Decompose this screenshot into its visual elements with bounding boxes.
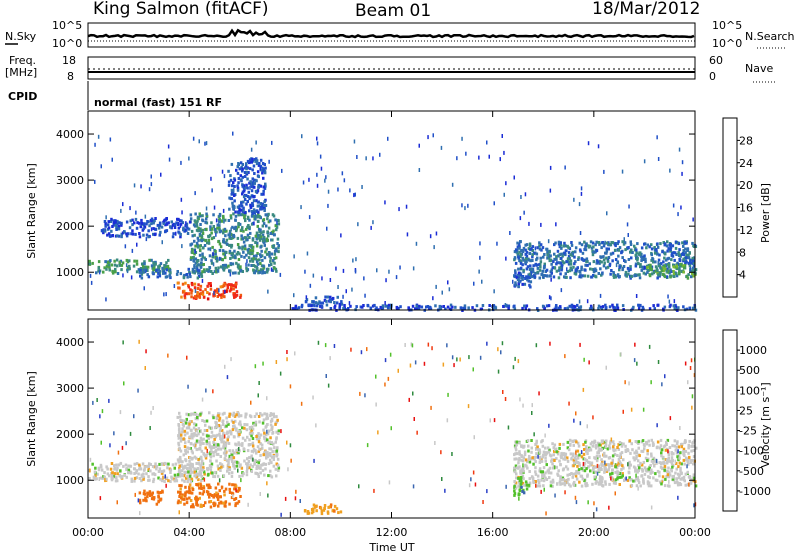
- power-colorbar-tick-label-5: 8: [739, 246, 746, 259]
- velocity-colorbar-tick-label-4: -25: [739, 425, 757, 438]
- cpid-panel: CPID normal (fast) 151 RF: [8, 81, 222, 110]
- cpid-label: CPID: [8, 90, 37, 103]
- x-tick-label-6: 00:00: [679, 526, 711, 539]
- x-tick-label-3: 12:00: [376, 526, 408, 539]
- noise-left-label: N.Sky: [5, 30, 37, 43]
- noise-right-tick-top: 10^5: [712, 19, 742, 32]
- x-tick-label-1: 04:00: [173, 526, 205, 539]
- freq-left-tick-bottom: 8: [67, 70, 74, 83]
- freq-right-tick-bottom: 0: [709, 70, 716, 83]
- noise-left-tick-top: 10^5: [52, 19, 82, 32]
- x-tick-label-5: 20:00: [578, 526, 610, 539]
- power-colorbar-tick-label-0: 28: [739, 134, 753, 147]
- power-panel: 1000 2000 3000 4000: [56, 110, 698, 312]
- velocity-colorbar: 1000 500 100 25 -25 -100 -500 -1000: [722, 329, 771, 512]
- noise-right-label: N.Search: [745, 30, 795, 43]
- beam-title: Beam 01: [355, 1, 431, 21]
- power-y-tick-label-1: 2000: [56, 220, 84, 233]
- velocity-colorbar-label: Velocity [m s⁻¹]: [759, 382, 772, 467]
- x-tick-label-0: 00:00: [72, 526, 104, 539]
- velocity-echo-region-2: [138, 489, 164, 506]
- x-tick-label-2: 08:00: [274, 526, 306, 539]
- velocity-colorbar-tick-label-1: 500: [739, 364, 760, 377]
- velocity-echo-region-1: [176, 411, 281, 479]
- velocity-colorbar-tick-label-6: -500: [739, 465, 764, 478]
- freq-left-tick-top: 18: [62, 54, 76, 67]
- power-y-axis-label: Slant Range [km]: [25, 163, 38, 259]
- velocity-scatter: [89, 339, 697, 517]
- power-echo-region-10: [645, 263, 697, 280]
- date-title: 18/Mar/2012: [592, 0, 700, 19]
- velocity-colorbar-tick-label-7: -1000: [739, 485, 771, 498]
- vel-y-tick-label-2: 3000: [56, 382, 84, 395]
- noise-panel: N.Sky 10^5 10^0 10^5 10^0 N.Search: [5, 19, 795, 50]
- power-colorbar-tick-label-1: 24: [739, 157, 753, 170]
- noise-left-tick-bottom: 10^0: [52, 37, 82, 50]
- velocity-echo-region-6: [513, 475, 531, 497]
- cpid-value: normal (fast) 151 RF: [94, 96, 222, 109]
- velocity-panel: 1000 2000 3000 4000: [56, 318, 698, 519]
- vel-y-tick-label-3: 4000: [56, 336, 84, 349]
- power-echo-region-1: [139, 267, 204, 280]
- power-colorbar-tick-label-3: 16: [739, 202, 753, 215]
- freq-panel: Freq. [MHz] 18 8 60 0 Nave: [5, 54, 776, 83]
- x-axis-label: Time UT: [368, 541, 414, 554]
- velocity-data: [88, 339, 698, 517]
- power-echo-region-9: [513, 267, 533, 289]
- power-echo-region-0: [88, 258, 172, 276]
- noise-right-tick-bottom: 10^0: [712, 37, 742, 50]
- velocity-colorbar-tick-label-3: 25: [739, 404, 753, 417]
- velocity-echo-region-3: [176, 482, 242, 509]
- power-colorbar: 28 24 20 16 12 8 4: [722, 117, 753, 298]
- freq-left-label: Freq.: [9, 54, 36, 67]
- vel-y-tick-label-0: 1000: [56, 474, 84, 487]
- freq-right-tick-top: 60: [709, 54, 723, 67]
- power-scatter: [89, 131, 694, 307]
- power-y-tick-label-0: 1000: [56, 266, 84, 279]
- power-colorbar-tick-label-2: 20: [739, 179, 753, 192]
- noise-line: [87, 28, 695, 39]
- velocity-colorbar-tick-label-0: 1000: [739, 344, 767, 357]
- station-title: King Salmon (fitACF): [93, 0, 269, 19]
- power-y-tick-label-3: 4000: [56, 128, 84, 141]
- freq-left-unit: [MHz]: [5, 66, 37, 79]
- velocity-colorbar-tick-label-5: -100: [739, 445, 764, 458]
- x-axis: 00:00 04:00 08:00 12:00 16:00 20:00 00:00: [72, 111, 711, 539]
- power-echo-region-3: [189, 212, 281, 275]
- power-colorbar-tick-label-6: 4: [739, 269, 746, 282]
- velocity-y-axis-label: Slant Range [km]: [25, 371, 38, 467]
- power-y-tick-label-2: 3000: [56, 174, 84, 187]
- x-tick-label-4: 16:00: [477, 526, 509, 539]
- vel-y-tick-label-1: 2000: [56, 428, 84, 441]
- velocity-colorbar-tick-label-2: 100: [739, 384, 760, 397]
- power-colorbar-tick-label-4: 12: [739, 224, 753, 237]
- power-colorbar-label: Power [dB]: [759, 183, 772, 243]
- freq-right-label: Nave: [745, 62, 773, 75]
- power-echo-region-5: [100, 217, 192, 239]
